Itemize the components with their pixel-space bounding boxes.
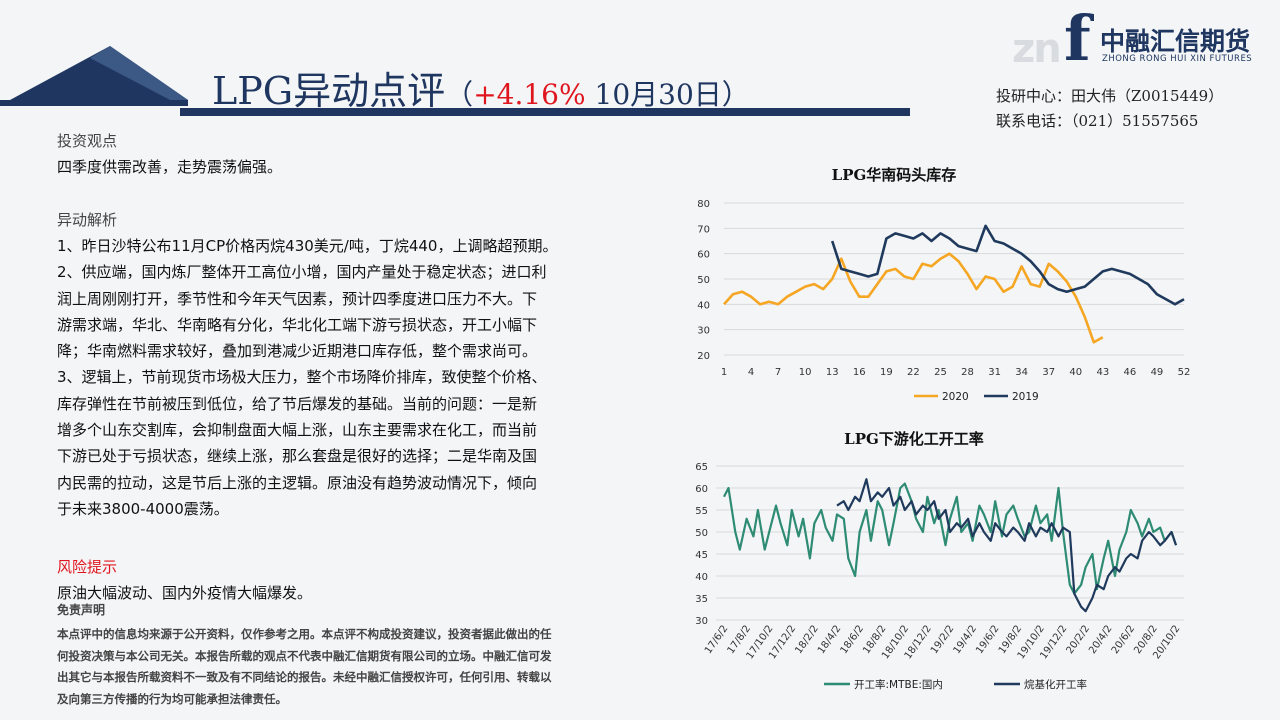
legend-label: 2019: [1012, 391, 1039, 403]
x-tick-label: 49: [1151, 367, 1164, 378]
header-rule-left: [0, 100, 188, 106]
operating-rate-chart: LPG下游化工开工率303540455055606517/6/217/8/217…: [695, 430, 1184, 691]
x-tick-label: 52: [1178, 367, 1191, 378]
analysis-line: 1、昨日沙特公布11月CP价格丙烷430美元/吨，丁烷440，上调略超预期。: [57, 237, 558, 255]
analysis-line: 游需求端，华北、华南略有分化，华北化工端下游亏损状态，开工小幅下: [57, 315, 538, 334]
contact-line-1: 投研中心：田大伟（Z0015449）: [996, 87, 1224, 105]
y-tick-label: 40: [695, 572, 708, 583]
x-tick-label: 16: [853, 367, 866, 378]
logo-f-mark: f: [1064, 2, 1091, 75]
x-tick-label: 34: [1015, 367, 1028, 378]
y-tick-label: 65: [695, 462, 708, 473]
y-tick-label: 40: [697, 300, 710, 311]
disclaimer-line: 本点评中的信息均来源于公开资料，仅作参考之用。本点评不构成投资建议，投资者据此做…: [57, 627, 552, 641]
logo-name-cn: 中融汇信期货: [1100, 27, 1251, 56]
disclaimer-heading: 免责声明: [57, 603, 106, 617]
x-tick-label: 43: [1096, 367, 1109, 378]
title-date: 10月30日）: [585, 78, 750, 111]
contact-line-2: 联系电话：（021）51557565: [996, 112, 1199, 130]
series-line-开工率:MTBE:国内: [723, 482, 1178, 595]
analysis-line: 3、逻辑上，节前现货市场极大压力，整个市场降价排库，致使整个价格、: [57, 368, 547, 387]
view-text: 四季度供需改善，走势震荡偏强。: [57, 158, 283, 176]
legend-label: 2020: [942, 391, 969, 403]
x-tick-label: 37: [1042, 367, 1055, 378]
page-title: LPG异动点评（+4.16% 10月30日）: [212, 60, 750, 115]
chart-title: LPG华南码头库存: [832, 166, 957, 184]
y-tick-label: 50: [695, 528, 708, 539]
analysis-line: 内民需的拉动，这是节后上涨的主逻辑。原油没有趋势波动情况下，倾向: [57, 473, 538, 492]
series-line-烷基化开工率: [836, 478, 1178, 613]
y-tick-label: 70: [697, 224, 710, 235]
logo-name-en: ZHONG RONG HUI XIN FUTURES: [1102, 54, 1253, 64]
x-tick-label: 25: [934, 367, 947, 378]
logo-zn-mark: zn: [1012, 26, 1062, 72]
disclaimer-line: 何投资决策与本公司无关。本报告所载的观点不代表中融汇信期货有限公司的立场。中融汇…: [57, 648, 552, 663]
x-tick-label: 10: [799, 367, 812, 378]
analysis-line: 2、供应端，国内炼厂整体开工高位小增，国内产量处于稳定状态；进口利: [57, 263, 547, 282]
y-tick-label: 20: [697, 351, 710, 362]
x-tick-label: 19: [880, 367, 893, 378]
view-heading: 投资观点: [57, 132, 118, 150]
analysis-line: 库存弹性在节前被压到低位，给了节后爆发的基础。当前的问题：一是新: [57, 394, 538, 413]
title-paren: （: [445, 78, 474, 111]
disclaimer-body: 本点评中的信息均来源于公开资料，仅作参考之用。本点评不构成投资建议，投资者据此做…: [57, 624, 637, 710]
risk-text: 原油大幅波动、国内外疫情大幅爆发。: [57, 584, 313, 602]
company-logo: zn f 中融汇信期货 ZHONG RONG HUI XIN FUTURES: [1012, 2, 1274, 75]
analysis-line: 下游已处于亏损状态，继续上涨，那么套盘是很好的选择；二是华南及国: [57, 447, 538, 466]
y-tick-label: 30: [695, 616, 708, 627]
x-tick-label: 31: [988, 367, 1001, 378]
y-tick-label: 45: [695, 550, 708, 561]
analysis-body: 1、昨日沙特公布11月CP价格丙烷430美元/吨，丁烷440，上调略超预期。 2…: [57, 233, 617, 522]
analysis-line: 降；华南燃料需求较好，叠加到港减少近期港口库存低，整个需求尚可。: [57, 342, 538, 361]
y-tick-label: 55: [695, 506, 708, 517]
inventory-chart: LPG华南码头库存 20 30 40 50 60 70 80 1 4 7 10 13 16 19 22 25 28…: [697, 166, 1191, 403]
x-tick-label: 40: [1069, 367, 1082, 378]
y-tick-label: 80: [697, 199, 710, 210]
y-tick-label: 30: [697, 326, 710, 337]
legend-label: 烷基化开工率: [1024, 678, 1087, 691]
title-main: LPG异动点评: [212, 69, 446, 113]
disclaimer-line: 及向第三方传播的行为均可能承担法律责任。: [57, 691, 287, 706]
x-tick-label: 4: [748, 367, 754, 378]
risk-heading: 风险提示: [57, 558, 118, 576]
x-tick-label: 46: [1124, 367, 1137, 378]
legend-label: 开工率:MTBE:国内: [854, 678, 943, 691]
header-decoration: [10, 46, 188, 100]
series-line-2020: [723, 252, 1104, 344]
y-tick-label: 35: [695, 594, 708, 605]
analysis-line: 润上周刚刚打开，季节性和今年天气因素，预计四季度进口压力不大。下: [57, 289, 538, 308]
x-tick-label: 7: [775, 367, 781, 378]
header-rule: [180, 108, 910, 116]
analysis-line: 增多个山东交割库，会抑制盘面大幅上涨，山东主要需求在化工，而当前: [57, 421, 538, 440]
y-tick-label: 60: [695, 484, 708, 495]
y-tick-label: 60: [697, 250, 710, 261]
series-line-2019: [830, 224, 1185, 306]
price-change: +4.16%: [473, 78, 586, 111]
analysis-heading: 异动解析: [57, 211, 118, 229]
x-tick-label: 13: [826, 367, 839, 378]
chart-title: LPG下游化工开工率: [844, 430, 984, 448]
x-tick-label: 28: [961, 367, 974, 378]
disclaimer-line: 出其它与本报告所载资料不一致及有不同结论的报告。未经中融汇信授权许可，任何引用、…: [57, 670, 552, 684]
contact-info: 投研中心：田大伟（Z0015449） 联系电话：（021）51557565: [996, 84, 1223, 134]
x-tick-label: 22: [907, 367, 920, 378]
analysis-line: 于未来3800-4000震荡。: [57, 499, 229, 518]
x-tick-label: 1: [721, 367, 727, 378]
y-tick-label: 50: [697, 275, 710, 286]
